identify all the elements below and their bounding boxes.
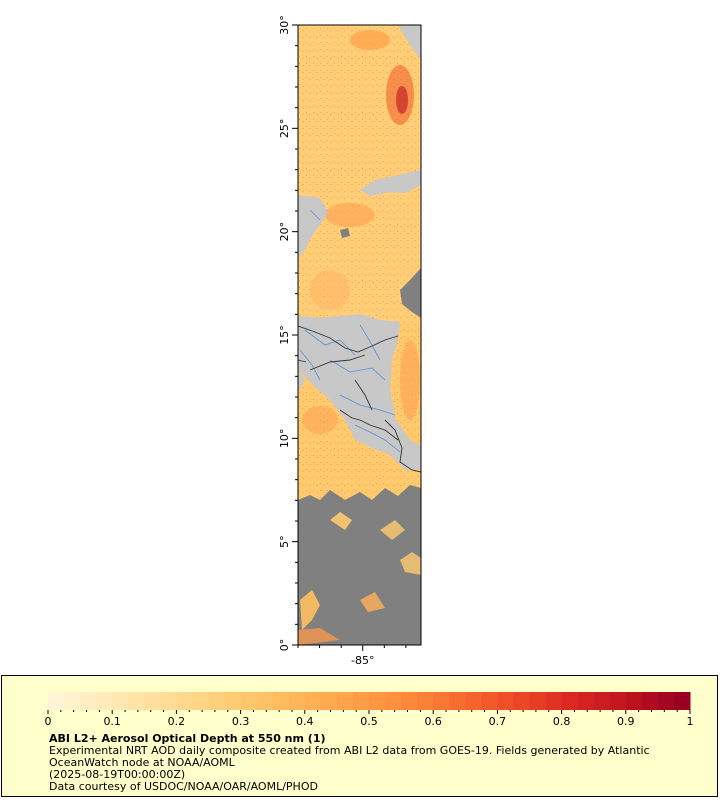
- aod-map: 0° 5° 10° 15° 20° 25° 30° -85°: [278, 15, 422, 667]
- colorbar-cell: [673, 692, 691, 710]
- colorbar-cell: [545, 692, 563, 710]
- colorbar-tick-label: 0.3: [232, 715, 250, 728]
- colorbar-cell: [112, 692, 129, 710]
- map-content: [298, 25, 421, 645]
- colorbar-tick-label: 0.6: [424, 715, 442, 728]
- colorbar-tick-label: 0.4: [296, 715, 314, 728]
- colorbar-cell: [176, 692, 193, 710]
- colorbar-cell: [369, 692, 386, 710]
- colorbar-tick-label: 1: [687, 715, 694, 728]
- colorbar-cell: [96, 692, 113, 710]
- country-borders: [298, 325, 421, 473]
- colorbar-tick-label: 0.2: [168, 715, 186, 728]
- colorbar-cell: [449, 692, 466, 710]
- colorbar-cell: [577, 692, 595, 710]
- colorbar: 0 0.1 0.2 0.3 0.4 0.5 0.6 0.7 0.8 0.9 1: [45, 692, 694, 728]
- colorbar-tick-label: 0.8: [553, 715, 571, 728]
- lat-tick-label: 30°: [278, 15, 291, 35]
- colorbar-cell: [625, 692, 643, 710]
- colorbar-ticks: 0 0.1 0.2 0.3 0.4 0.5 0.6 0.7 0.8 0.9 1: [45, 710, 694, 728]
- colorbar-cell: [352, 692, 370, 710]
- colorbar-cell: [288, 692, 306, 710]
- longitude-axis: -85°: [297, 645, 407, 667]
- lat-tick-label: 20°: [278, 222, 291, 242]
- colorbar-cell: [128, 692, 145, 710]
- colorbar-cell: [272, 692, 290, 710]
- colorbar-cell: [609, 692, 627, 710]
- colorbar-cell: [641, 692, 659, 710]
- colorbar-tick-label: 0.5: [360, 715, 378, 728]
- colorbar-cell: [385, 692, 402, 710]
- colorbar-cell: [513, 692, 530, 710]
- land-area: [398, 25, 421, 60]
- colorbar-cell: [481, 692, 498, 710]
- colorbar-cell: [160, 692, 177, 710]
- land-area: [360, 170, 421, 196]
- colorbar-cell: [593, 692, 611, 710]
- colorbar-cell: [417, 692, 434, 710]
- legend-panel: 0 0.1 0.2 0.3 0.4 0.5 0.6 0.7 0.8 0.9 1 ABI L2+ Ae…: [1, 675, 718, 797]
- colorbar-cells: [48, 692, 691, 710]
- land-area: [298, 195, 328, 258]
- colorbar-tick-label: 0.9: [617, 715, 635, 728]
- colorbar-cell: [224, 692, 242, 710]
- colorbar-cell: [657, 692, 675, 710]
- lon-tick-label: -85°: [351, 654, 374, 667]
- colorbar-cell: [561, 692, 579, 710]
- time-stamp: (2025-08-19T00:00:00Z): [49, 768, 186, 781]
- colorbar-tick-label: 0: [45, 715, 52, 728]
- colorbar-cell: [240, 692, 258, 710]
- map-panel: 0° 5° 10° 15° 20° 25° 30° -85°: [278, 15, 422, 667]
- cloud-area: [400, 268, 421, 318]
- description-line-1: Experimental NRT AOD daily composite cre…: [49, 744, 650, 757]
- lat-tick-label: 25°: [278, 119, 291, 139]
- lat-tick-label: 5°: [278, 535, 291, 548]
- colorbar-tick-label: 0.7: [489, 715, 507, 728]
- colorbar-cell: [208, 692, 226, 710]
- colorbar-cell: [192, 692, 209, 710]
- lat-tick-label: 15°: [278, 325, 291, 345]
- colorbar-cell: [256, 692, 274, 710]
- colorbar-cell: [497, 692, 514, 710]
- colorbar-cell: [320, 692, 338, 710]
- colorbar-cell: [529, 692, 547, 710]
- central-america-land: [298, 314, 421, 470]
- lat-tick-label: 0°: [278, 639, 291, 652]
- colorbar-cell: [336, 692, 354, 710]
- colorbar-cell: [80, 692, 97, 710]
- colorbar-tick-label: 0.1: [103, 715, 121, 728]
- colorbar-cell: [144, 692, 161, 710]
- legend-title: ABI L2+ Aerosol Optical Depth at 550 nm …: [49, 732, 326, 745]
- colorbar-cell: [465, 692, 482, 710]
- lat-tick-label: 10°: [278, 429, 291, 449]
- rivers: [299, 209, 401, 453]
- latitude-axis: 0° 5° 10° 15° 20° 25° 30°: [278, 15, 298, 651]
- colorbar-cell: [64, 692, 81, 710]
- colorbar-cell: [304, 692, 322, 710]
- description-line-2: OceanWatch node at NOAA/AOML: [49, 756, 235, 769]
- colorbar-cell: [433, 692, 450, 710]
- data-courtesy: Data courtesy of USDOC/NOAA/OAR/AOML/PHO…: [49, 780, 318, 793]
- colorbar-cell: [48, 692, 65, 710]
- colorbar-cell: [401, 692, 418, 710]
